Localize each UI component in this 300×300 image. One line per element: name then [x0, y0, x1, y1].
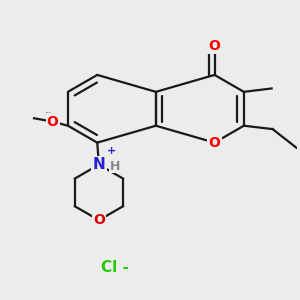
Text: N: N: [93, 157, 105, 172]
Text: O: O: [93, 213, 105, 227]
Text: O: O: [208, 136, 220, 150]
Text: +: +: [107, 146, 116, 156]
Text: methoxy: methoxy: [46, 112, 52, 113]
Text: O: O: [208, 39, 220, 53]
Text: H: H: [110, 160, 121, 172]
Text: Cl -: Cl -: [101, 260, 129, 275]
Text: O: O: [47, 115, 58, 129]
